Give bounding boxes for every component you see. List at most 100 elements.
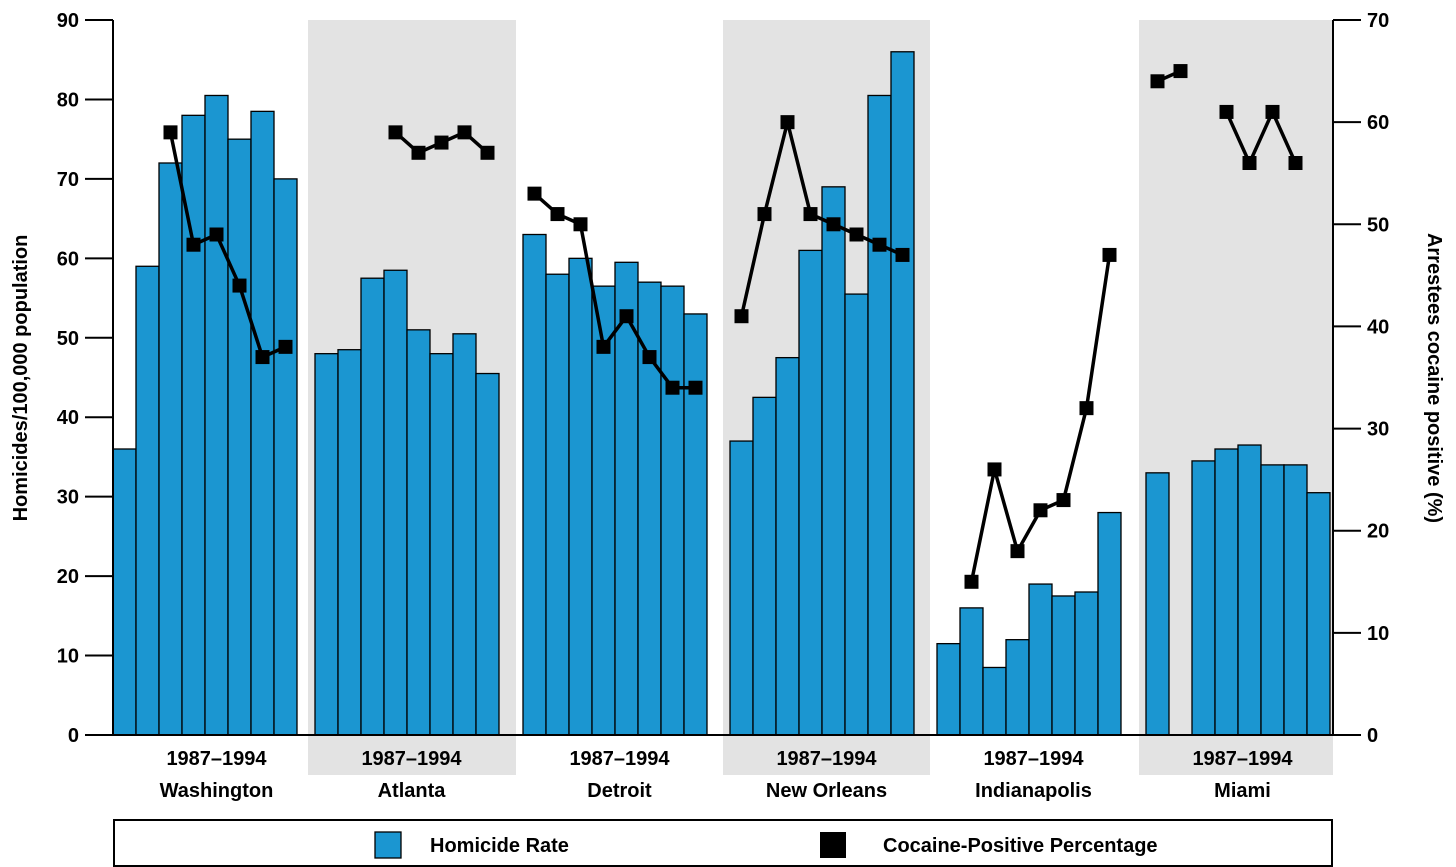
- plot-frame-layer: [112, 20, 1334, 736]
- bar-new-orleans-1989: [775, 356, 800, 736]
- bar-atlanta-1989: [360, 277, 385, 736]
- y-left-tick-label-20: 20: [57, 566, 79, 588]
- bar-indianapolis-1993: [1074, 591, 1099, 736]
- cocaine-point-detroit-1992: [642, 350, 657, 365]
- cocaine-point-atlanta-1990: [388, 125, 403, 140]
- bar-new-orleans-1992: [844, 293, 869, 736]
- cocaine-point-new-orleans-1992: [849, 227, 864, 242]
- bar-washington-1989: [158, 162, 183, 736]
- cocaine-point-detroit-1994: [688, 380, 703, 395]
- cocaine-point-washington-1994: [278, 339, 293, 354]
- cocaine-point-detroit-1991: [619, 309, 634, 324]
- y-left-tick-label-60: 60: [57, 248, 79, 270]
- bar-indianapolis-1994: [1097, 511, 1122, 736]
- cocaine-point-indianapolis-1991: [1033, 503, 1048, 518]
- y-left-tick-label-80: 80: [57, 89, 79, 111]
- cocaine-point-new-orleans-1988: [757, 207, 772, 222]
- bar-atlanta-1994: [475, 372, 500, 736]
- bar-indianapolis-1989: [982, 666, 1007, 736]
- cocaine-point-detroit-1993: [665, 380, 680, 395]
- legend: Homicide Rate Cocaine-Positive Percentage: [113, 819, 1333, 867]
- cocaine-point-detroit-1989: [573, 217, 588, 232]
- bar-new-orleans-1993: [867, 94, 892, 736]
- bar-miami-1994: [1306, 492, 1331, 736]
- bar-new-orleans-1988: [752, 396, 777, 736]
- cocaine-point-new-orleans-1994: [895, 247, 910, 262]
- bar-miami-1993: [1283, 464, 1308, 736]
- y-left-tick-label-30: 30: [57, 487, 79, 509]
- cocaine-point-indianapolis-1992: [1056, 493, 1071, 508]
- cocaine-point-indianapolis-1988: [964, 574, 979, 589]
- y-left-tick-label-50: 50: [57, 328, 79, 350]
- cocaine-lines-layer: [163, 64, 1303, 589]
- bar-washington-1994: [273, 178, 298, 736]
- bar-indianapolis-1990: [1005, 639, 1030, 736]
- legend-box: [113, 819, 1333, 867]
- cocaine-point-new-orleans-1990: [803, 207, 818, 222]
- bar-washington-1988: [135, 265, 160, 736]
- cocaine-point-atlanta-1991: [411, 145, 426, 160]
- category-city-atlanta: Atlanta: [378, 780, 447, 802]
- bar-detroit-1988: [545, 273, 570, 736]
- bar-indianapolis-1991: [1028, 583, 1053, 736]
- bar-washington-1987: [112, 448, 137, 736]
- cocaine-point-miami-1991: [1242, 156, 1257, 170]
- bar-washington-1991: [204, 94, 229, 736]
- axes-layer: 0 10 20 30 40 50 60 70 80 90 0 10 20 30 40 50 60 70: [57, 10, 1390, 747]
- y-left-tick-label-90: 90: [57, 10, 79, 32]
- cocaine-point-washington-1991: [209, 227, 224, 242]
- bar-indianapolis-1987: [936, 642, 961, 736]
- y-axis-left-title: Homicides/100,000 population: [10, 235, 32, 522]
- cocaine-point-miami-1987: [1150, 74, 1165, 89]
- bar-atlanta-1990: [383, 269, 408, 736]
- bar-new-orleans-1990: [798, 249, 823, 736]
- cocaine-point-detroit-1988: [550, 207, 565, 222]
- category-years-atlanta: 1987–1994: [361, 748, 462, 770]
- y-right-tick-label-30: 30: [1367, 419, 1389, 441]
- category-years-detroit: 1987–1994: [569, 748, 670, 770]
- y-left-tick-label-70: 70: [57, 169, 79, 191]
- bar-detroit-1989: [568, 257, 593, 736]
- cocaine-point-indianapolis-1993: [1079, 401, 1094, 416]
- cocaine-point-atlanta-1992: [434, 135, 449, 150]
- bar-atlanta-1987: [314, 353, 339, 736]
- legend-label-homicide-rate: Homicide Rate: [430, 835, 569, 857]
- y-right-tick-label-0: 0: [1367, 725, 1378, 747]
- category-city-washington: Washington: [160, 780, 274, 802]
- y-right-tick-label-20: 20: [1367, 521, 1389, 543]
- cocaine-point-indianapolis-1989: [987, 462, 1002, 477]
- cocaine-point-new-orleans-1987: [734, 309, 749, 324]
- category-labels-layer: 1987–1994 Washington 1987–1994 Atlanta 1987–…: [160, 748, 1294, 802]
- bar-atlanta-1992: [429, 353, 454, 736]
- legend-label-cocaine-positive-percentage: Cocaine-Positive Percentage: [883, 835, 1158, 857]
- bar-atlanta-1991: [406, 329, 431, 736]
- bar-atlanta-1988: [337, 349, 362, 736]
- bar-washington-1992: [227, 138, 252, 736]
- category-years-miami: 1987–1994: [1192, 748, 1293, 770]
- y-right-tick-label-70: 70: [1367, 10, 1389, 32]
- y-axis-right-title: Arrestees cocaine positive (%): [1423, 233, 1445, 523]
- bar-detroit-1993: [660, 285, 685, 736]
- y-left-tick-label-0: 0: [68, 725, 79, 747]
- y-left-tick-label-40: 40: [57, 407, 79, 429]
- bar-new-orleans-1994: [890, 51, 915, 736]
- cocaine-point-indianapolis-1994: [1102, 247, 1117, 262]
- bar-detroit-1994: [683, 313, 708, 736]
- cocaine-point-atlanta-1994: [480, 145, 495, 160]
- cocaine-point-washington-1992: [232, 278, 247, 293]
- cocaine-point-new-orleans-1991: [826, 217, 841, 232]
- legend-swatch-homicide-rate: [374, 831, 402, 859]
- category-years-washington: 1987–1994: [166, 748, 267, 770]
- cocaine-point-miami-1993: [1288, 156, 1303, 170]
- cocaine-line-indianapolis: [969, 254, 1112, 583]
- cocaine-point-new-orleans-1993: [872, 237, 887, 252]
- cocaine-point-detroit-1987: [527, 186, 542, 201]
- category-years-indianapolis: 1987–1994: [983, 748, 1084, 770]
- bar-miami-1992: [1260, 464, 1285, 736]
- bar-miami-1990: [1214, 448, 1239, 736]
- category-city-miami: Miami: [1214, 780, 1271, 802]
- legend-swatch-cocaine-positive-percentage: [820, 832, 846, 858]
- cocaine-line-miami: [1224, 107, 1298, 168]
- category-years-new-orleans: 1987–1994: [776, 748, 877, 770]
